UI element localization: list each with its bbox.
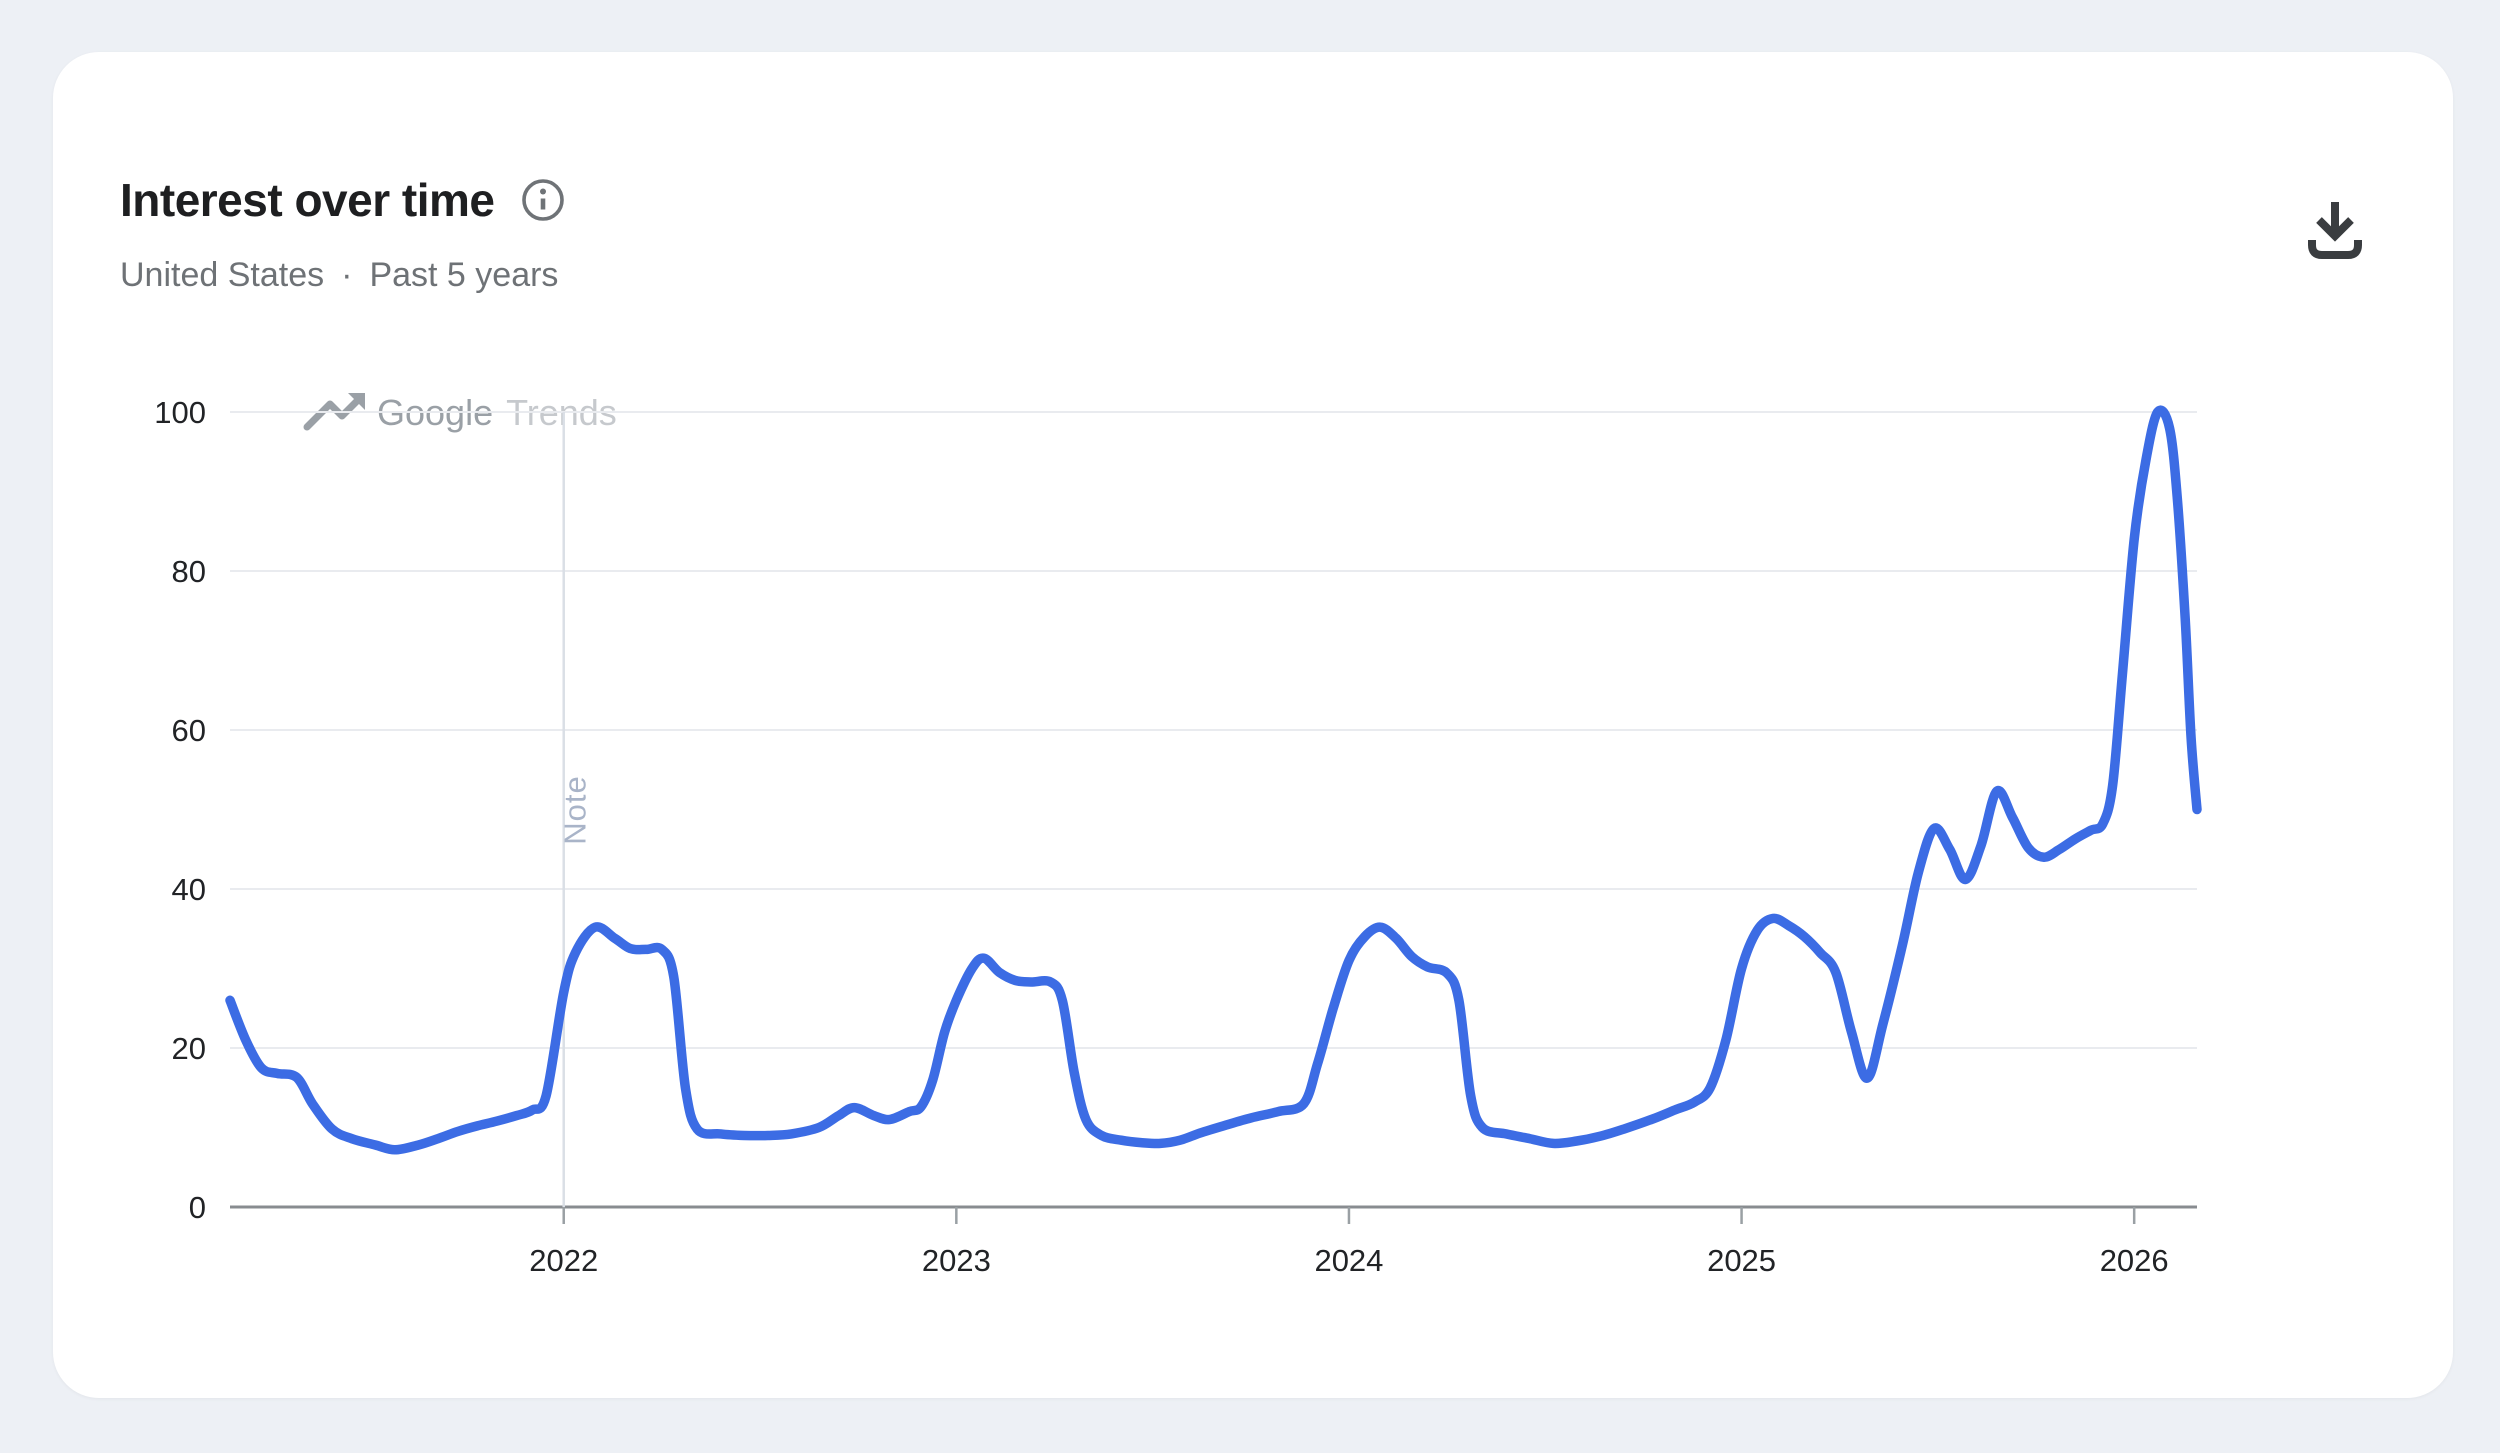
x-axis-label-2023: 2023 [922, 1243, 991, 1278]
subtitle-separator: · [341, 256, 353, 294]
x-axis-label-2025: 2025 [1707, 1243, 1776, 1278]
x-axis-label-2024: 2024 [1314, 1243, 1383, 1278]
y-axis-label-20: 20 [172, 1031, 206, 1066]
note-annotation-label[interactable]: Note [558, 775, 593, 844]
interest-over-time-card: GoogleTrends 020406080100202220232024202… [53, 52, 2453, 1398]
x-axis-label-2026: 2026 [2100, 1243, 2169, 1278]
info-icon [522, 179, 565, 221]
trend-chart: GoogleTrends 020406080100202220232024202… [154, 392, 2202, 1278]
chart-plot-area[interactable] [230, 412, 2197, 1207]
y-axis-label-60: 60 [172, 713, 206, 748]
time-range-label: Past 5 years [369, 256, 559, 294]
x-axis-label-2022: 2022 [529, 1243, 598, 1278]
y-axis-label-0: 0 [189, 1190, 206, 1225]
y-axis-label-40: 40 [172, 872, 206, 907]
chart-subtitle: United States · Past 5 years [120, 256, 558, 295]
download-button[interactable] [2299, 192, 2371, 264]
region-label: United States [120, 256, 325, 294]
y-axis-label-100: 100 [154, 395, 206, 430]
page-title: Interest over time [120, 174, 495, 226]
info-button[interactable] [520, 177, 566, 223]
trend-line[interactable] [225, 405, 2202, 1155]
y-axis-label-80: 80 [172, 554, 206, 589]
trending-up-icon [303, 393, 365, 431]
download-icon [2308, 202, 2362, 259]
